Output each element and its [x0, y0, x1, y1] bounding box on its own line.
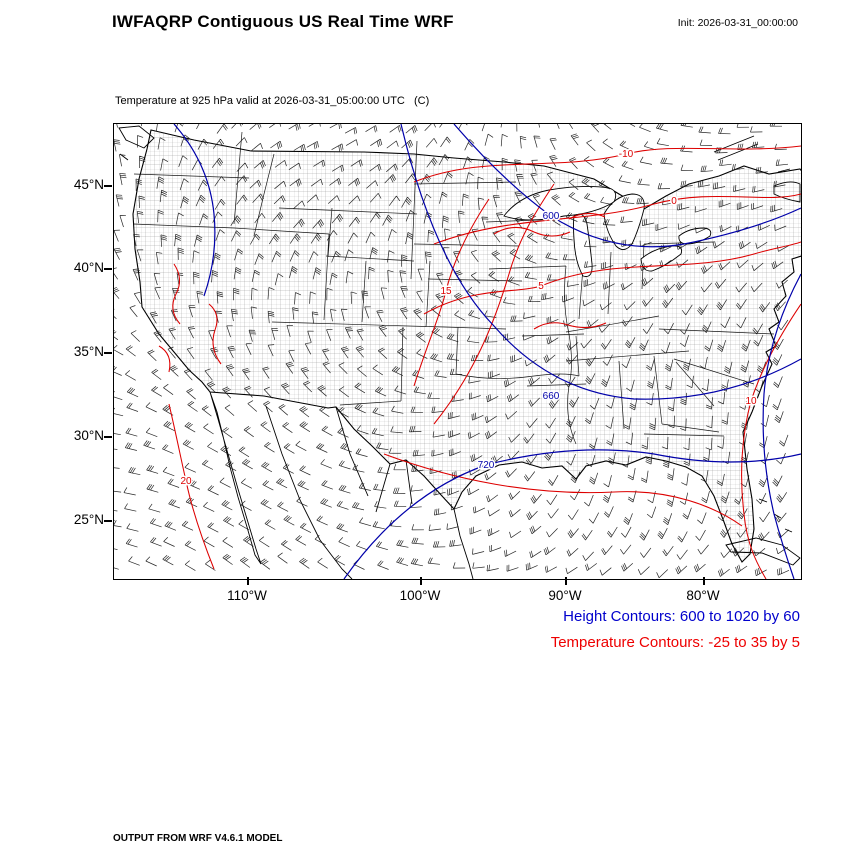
legend-temperature-text: Temperature Contours: -25 to 35 by 5: [550, 634, 800, 651]
model-footer: OUTPUT FROM WRF V4.6.1 MODEL WE = 580 ; …: [113, 806, 521, 850]
lon-tick-label: 90°W: [548, 588, 582, 603]
lon-tick-label: 80°W: [686, 588, 720, 603]
contour-labels: -10 0 5 15 10 20 600 660 720: [179, 148, 759, 489]
axis-tick: [104, 268, 112, 270]
axis-tick: [247, 577, 249, 585]
lat-tick-label: 30°N: [73, 428, 104, 443]
height-contour-label: 600: [543, 211, 560, 222]
temp-contour-label: 5: [538, 281, 544, 292]
axis-tick: [104, 520, 112, 522]
legend-height-text: Height Contours: 600 to 1020 by 60: [563, 608, 800, 625]
axis-tick: [104, 352, 112, 354]
wind-barbs: [114, 124, 790, 579]
temp-contour-label: -10: [619, 149, 634, 160]
height-contours: [173, 124, 801, 579]
temp-contour-label: 15: [440, 286, 452, 297]
temp-contour-label: 20: [180, 476, 192, 487]
lat-tick-label: 35°N: [73, 344, 104, 359]
axis-tick: [703, 577, 705, 585]
lon-tick-label: 100°W: [399, 588, 441, 603]
weather-map: -10 0 5 15 10 20 600 660 720: [114, 124, 801, 579]
footer-line-1: OUTPUT FROM WRF V4.6.1 MODEL: [113, 833, 283, 844]
lake-superior: [503, 185, 617, 221]
axis-tick: [104, 436, 112, 438]
great-lakes: [503, 185, 712, 277]
map-frame: -10 0 5 15 10 20 600 660 720: [113, 123, 802, 580]
contour-legend: Height Contours: 600 to 1020 by 60 Tempe…: [551, 604, 800, 656]
baja-peninsula: [209, 391, 262, 565]
height-contour-label: 720: [478, 460, 495, 471]
lat-tick-label: 25°N: [73, 512, 104, 527]
init-time: Init: 2026-03-31_00:00:00: [677, 17, 798, 29]
us-outline: [132, 129, 801, 563]
bahamas-islands: [758, 498, 793, 533]
temp-contour-label: 0: [671, 196, 677, 207]
axis-tick: [420, 577, 422, 585]
temp-contour-label: 10: [745, 396, 757, 407]
field-line-temperature: Temperature at 925 hPa valid at 2026-03-…: [115, 95, 430, 107]
mexico-gulf-coast: [453, 508, 474, 579]
page-title: IWFAQRP Contiguous US Real Time WRF: [112, 12, 454, 31]
mexico-west-coast: [265, 405, 353, 579]
axis-tick: [104, 185, 112, 187]
height-contour-label: 660: [543, 391, 560, 402]
lake-michigan: [573, 213, 593, 277]
lat-tick-label: 45°N: [73, 177, 104, 192]
lake-huron: [603, 193, 645, 250]
lat-tick-label: 40°N: [73, 260, 104, 275]
temperature-contours: [158, 145, 801, 579]
mexico-state-lines: [335, 406, 413, 513]
nova-scotia: [773, 168, 801, 203]
neighbor-coastlines: [118, 125, 801, 579]
lon-tick-label: 110°W: [227, 588, 267, 603]
axis-tick: [565, 577, 567, 585]
